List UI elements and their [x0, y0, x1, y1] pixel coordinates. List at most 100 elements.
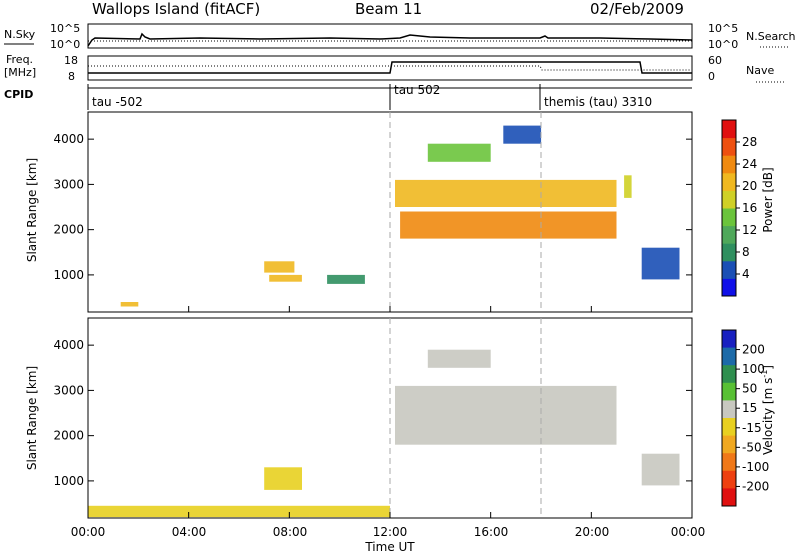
nave-trace — [88, 65, 692, 71]
xtick-3: 12:00 — [373, 525, 408, 539]
velocity-colorbar-swatch-1 — [722, 347, 736, 366]
velocity-region-4 — [641, 453, 680, 486]
velocity-colorbar-swatch-5 — [722, 418, 736, 437]
velocity-colorbar-label: Velocity [m s-1] — [760, 365, 775, 455]
freq-tick-bottom: 8 — [68, 70, 75, 83]
xtick-6: 00:00 — [671, 525, 706, 539]
power-colorbar-tick-label-6: 28 — [742, 135, 757, 149]
xtick-0: 00:00 — [71, 525, 106, 539]
site-title: Wallops Island (fitACF) — [92, 0, 260, 18]
velocity-ytick-label-1: 2000 — [53, 429, 84, 443]
cpid-label: CPID — [4, 88, 33, 101]
velocity-panel: 1000 2000 3000 4000 — [53, 317, 693, 519]
freq-unit-label: [MHz] — [4, 66, 36, 79]
power-region-3 — [327, 274, 365, 284]
nave-tick-bottom: 0 — [708, 70, 715, 83]
power-region-8 — [624, 175, 632, 198]
velocity-colorbar-swatch-3 — [722, 382, 736, 401]
velocity-colorbar-swatch-7 — [722, 453, 736, 472]
velocity-colorbar-swatch-6 — [722, 435, 736, 454]
velocity-colorbar-tick-label-4: -15 — [742, 421, 762, 435]
power-ytick-label-1: 2000 — [53, 223, 84, 237]
velocity-colorbar-swatch-8 — [722, 470, 736, 489]
velocity-ytick-label-0: 1000 — [53, 474, 84, 488]
power-region-7 — [503, 125, 542, 144]
power-colorbar-tick-label-3: 16 — [742, 201, 757, 215]
power-colorbar-tick-label-0: 4 — [742, 267, 750, 281]
cpid-segment-1: tau -502 — [92, 95, 143, 109]
power-colorbar-swatch-0 — [722, 278, 736, 297]
power-colorbar-swatch-6 — [722, 172, 736, 191]
power-region-4 — [395, 179, 617, 207]
power-region-6 — [427, 143, 491, 162]
power-colorbar-swatch-5 — [722, 190, 736, 209]
velocity-colorbar-frame — [721, 329, 737, 507]
freq-strip-frame — [87, 55, 693, 81]
power-colorbar-tick-label-2: 12 — [742, 223, 757, 237]
power-region-0 — [120, 302, 139, 307]
nsky-tick-bottom: 10^0 — [50, 38, 80, 51]
xtick-5: 20:00 — [575, 525, 610, 539]
power-ytick-label-2: 3000 — [53, 177, 84, 191]
xtick-2: 08:00 — [273, 525, 308, 539]
cpid-segment-2: tau 502 — [394, 83, 440, 97]
velocity-colorbar-label-exponent: -1 — [760, 370, 769, 378]
power-colorbar-swatch-9 — [722, 120, 736, 139]
velocity-colorbar-label-end: ] — [761, 365, 775, 370]
power-colorbar-label: Power [dB] — [761, 167, 775, 232]
velocity-ylabel: Slant Range [km] — [25, 366, 39, 470]
power-panel: 1000 2000 3000 4000 — [53, 111, 693, 313]
velocity-colorbar-label-main: Velocity [m s — [761, 378, 775, 455]
velocity-colorbar-tick-label-0: 200 — [742, 343, 765, 357]
power-region-2 — [269, 274, 302, 282]
freq-trace — [88, 61, 692, 74]
velocity-region-0 — [264, 467, 302, 490]
nsearch-label: N.Search — [746, 30, 796, 43]
velocity-colorbar-tick-label-5: -50 — [742, 440, 762, 454]
velocity-colorbar-swatch-0 — [722, 330, 736, 349]
power-colorbar-swatch-8 — [722, 137, 736, 156]
velocity-region-2 — [395, 385, 617, 445]
power-colorbar-tick-label-5: 24 — [742, 157, 757, 171]
nsearch-tick-bottom: 10^0 — [708, 38, 738, 51]
power-colorbar: 4 8 12 16 20 24 28 — [721, 119, 757, 297]
nsearch-tick-top: 10^5 — [708, 22, 738, 35]
power-region-9 — [641, 247, 680, 280]
velocity-colorbar-swatch-2 — [722, 365, 736, 384]
power-ytick-label-3: 4000 — [53, 132, 84, 146]
xtick-4: 16:00 — [474, 525, 509, 539]
power-colorbar-swatch-2 — [722, 243, 736, 262]
power-ylabel: Slant Range [km] — [25, 158, 39, 262]
power-colorbar-tick-label-4: 20 — [742, 179, 757, 193]
power-colorbar-swatch-3 — [722, 225, 736, 244]
beam-title: Beam 11 — [355, 0, 422, 18]
velocity-region-1 — [88, 505, 390, 518]
power-region-5 — [400, 211, 617, 239]
velocity-region-3 — [427, 349, 491, 368]
xlabel: Time UT — [364, 540, 415, 554]
date-title: 02/Feb/2009 — [590, 0, 684, 18]
velocity-colorbar-tick-label-6: -100 — [742, 460, 769, 474]
velocity-colorbar-swatch-4 — [722, 400, 736, 419]
power-colorbar-swatch-4 — [722, 208, 736, 227]
freq-tick-top: 18 — [64, 54, 78, 67]
nsky-trace — [87, 32, 693, 47]
power-colorbar-swatch-7 — [722, 155, 736, 174]
velocity-colorbar-swatch-9 — [722, 488, 736, 507]
xtick-1: 04:00 — [172, 525, 207, 539]
cpid-segment-3: themis (tau) 3310 — [544, 95, 652, 109]
nave-label: Nave — [746, 64, 774, 77]
power-region-1 — [264, 261, 295, 273]
velocity-colorbar-tick-label-2: 50 — [742, 382, 757, 396]
nave-tick-top: 60 — [708, 54, 722, 67]
power-colorbar-swatch-1 — [722, 260, 736, 279]
freq-label: Freq. — [6, 53, 33, 66]
velocity-ytick-label-2: 3000 — [53, 383, 84, 397]
velocity-colorbar-tick-label-7: -200 — [742, 479, 769, 493]
velocity-colorbar: 200 100 50 15 -15 -50 -100 -200 — [721, 329, 769, 507]
noise-strip-frame — [87, 23, 693, 49]
nsky-tick-top: 10^5 — [50, 22, 80, 35]
velocity-colorbar-tick-label-3: 15 — [742, 401, 757, 415]
nsky-label: N.Sky — [4, 28, 36, 41]
